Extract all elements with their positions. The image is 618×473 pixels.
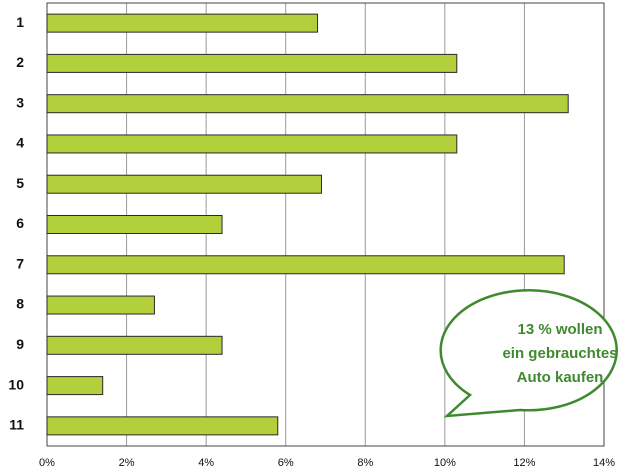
x-tick-label: 14% <box>593 457 615 469</box>
x-tick-label: 2% <box>119 457 135 469</box>
y-tick-label: 3 <box>16 94 24 110</box>
y-tick-label: 8 <box>16 296 24 312</box>
y-tick-label: 1 <box>16 14 24 30</box>
y-tick-label: 7 <box>16 255 24 271</box>
x-tick-label: 12% <box>513 457 535 469</box>
y-tick-label: 11 <box>9 417 24 433</box>
y-tick-label: 2 <box>16 54 24 70</box>
bar <box>46 134 458 154</box>
annotation-text: Auto kaufen <box>517 369 604 386</box>
y-tick-label: 4 <box>16 135 24 151</box>
x-tick-label: 6% <box>278 457 294 469</box>
y-tick-label: 10 <box>8 376 24 392</box>
y-tick-label: 6 <box>16 215 24 231</box>
bar <box>46 335 223 355</box>
x-tick-label: 8% <box>357 457 373 469</box>
x-tick-label: 4% <box>198 457 214 469</box>
bar <box>46 295 155 315</box>
bar <box>46 376 104 396</box>
y-tick-label: 9 <box>16 336 24 352</box>
bar <box>46 255 565 275</box>
bar <box>46 94 569 114</box>
bar <box>46 174 323 194</box>
annotation-text: 13 % wollen <box>517 321 602 338</box>
x-tick-label: 10% <box>434 457 456 469</box>
callout-bubble <box>439 289 618 418</box>
bar <box>46 53 458 73</box>
bar <box>46 215 223 234</box>
y-tick-label: 5 <box>16 175 24 191</box>
bar <box>46 416 279 436</box>
x-tick-label: 0% <box>39 457 55 469</box>
bar <box>46 13 319 33</box>
annotation-text: ein gebrauchtes <box>502 345 617 362</box>
